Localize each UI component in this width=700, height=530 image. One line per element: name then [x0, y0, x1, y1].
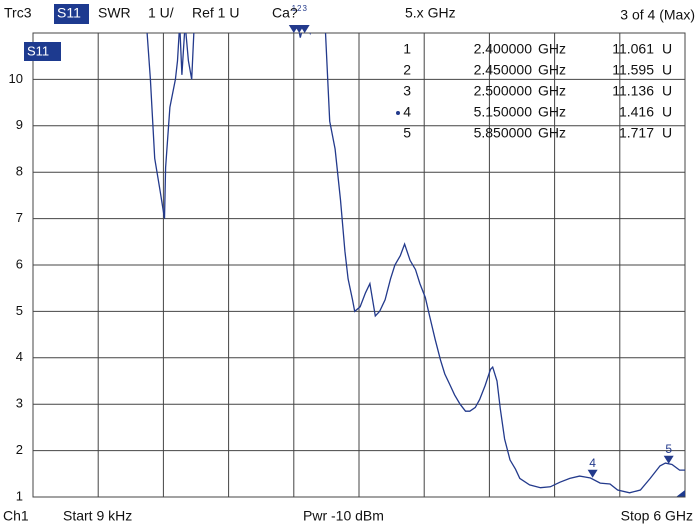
marker-number: 2 — [403, 62, 411, 78]
marker-frequency: 2.450000 — [474, 62, 533, 78]
trace-group — [146, 33, 685, 494]
marker-number: 4 — [403, 104, 411, 120]
marker-number: 1 — [403, 41, 411, 57]
marker-plot-label: 5 — [665, 442, 672, 456]
marker-value: 11.595 — [612, 62, 654, 78]
stop-label: Stop 6 GHz — [621, 508, 693, 524]
marker-value: 1.717 — [619, 125, 654, 141]
marker-unit: GHz — [538, 104, 566, 120]
marker-plot-label: 1 — [292, 4, 297, 13]
marker-value: 1.416 — [619, 104, 654, 120]
marker-frequency: 5.850000 — [474, 125, 533, 141]
y-tick-label: 10 — [9, 71, 23, 86]
marker-unit: GHz — [538, 62, 566, 78]
marker-plot-label: 2 — [297, 4, 302, 13]
marker-number: 3 — [403, 83, 411, 99]
marker-value-unit: U — [662, 125, 672, 141]
marker-plot-label: 4 — [589, 456, 596, 470]
marker-frequency: 5.150000 — [474, 104, 533, 120]
marker-frequency: 2.400000 — [474, 41, 533, 57]
chart-title: 5.x GHz — [405, 5, 456, 21]
y-tick-label: 1 — [16, 488, 23, 503]
marker-triangle — [587, 469, 598, 478]
marker-triangle — [299, 25, 310, 33]
trace-label: Trc3 — [4, 5, 32, 21]
parameter-label: S11 — [57, 5, 81, 21]
power-label: Pwr -10 dBm — [303, 508, 384, 524]
marker-unit: GHz — [538, 83, 566, 99]
cal-label: Ca? — [272, 5, 298, 21]
marker-unit: GHz — [538, 41, 566, 57]
marker-value: 11.061 — [612, 41, 654, 57]
marker-unit: GHz — [538, 125, 566, 141]
scale-label: 1 U/ — [148, 5, 174, 21]
start-label: Start 9 kHz — [63, 508, 132, 524]
marker-value-unit: U — [662, 41, 672, 57]
y-tick-label: 7 — [16, 210, 23, 225]
trace — [146, 33, 685, 494]
marker-triangle — [663, 455, 674, 464]
marker-value-unit: U — [662, 83, 672, 99]
y-tick-label: 3 — [16, 396, 23, 411]
marker-plot-label: 3 — [302, 4, 307, 13]
stop-indicator — [676, 490, 685, 497]
channel-label: Ch1 — [3, 508, 29, 524]
marker-frequency: 2.500000 — [474, 83, 533, 99]
format-label: SWR — [98, 5, 131, 21]
marker-value-unit: U — [662, 104, 672, 120]
y-tick-label: 9 — [16, 117, 23, 132]
y-tick-label: 6 — [16, 256, 23, 271]
y-tick-label: 2 — [16, 442, 23, 457]
marker-number: 5 — [403, 125, 411, 141]
active-bullet — [396, 111, 400, 115]
marker-value-unit: U — [662, 62, 672, 78]
trace-badge-label: S11 — [27, 43, 49, 58]
trace-badge — [24, 42, 61, 61]
y-tick-label: 8 — [16, 164, 23, 179]
marker-value: 11.136 — [612, 83, 654, 99]
reference-label: Ref 1 U — [192, 5, 239, 21]
y-tick-label: 5 — [16, 303, 23, 318]
parameter-box — [54, 4, 89, 24]
marker-info: 3 of 4 (Max) — [620, 7, 695, 23]
y-tick-label: 4 — [16, 349, 23, 364]
